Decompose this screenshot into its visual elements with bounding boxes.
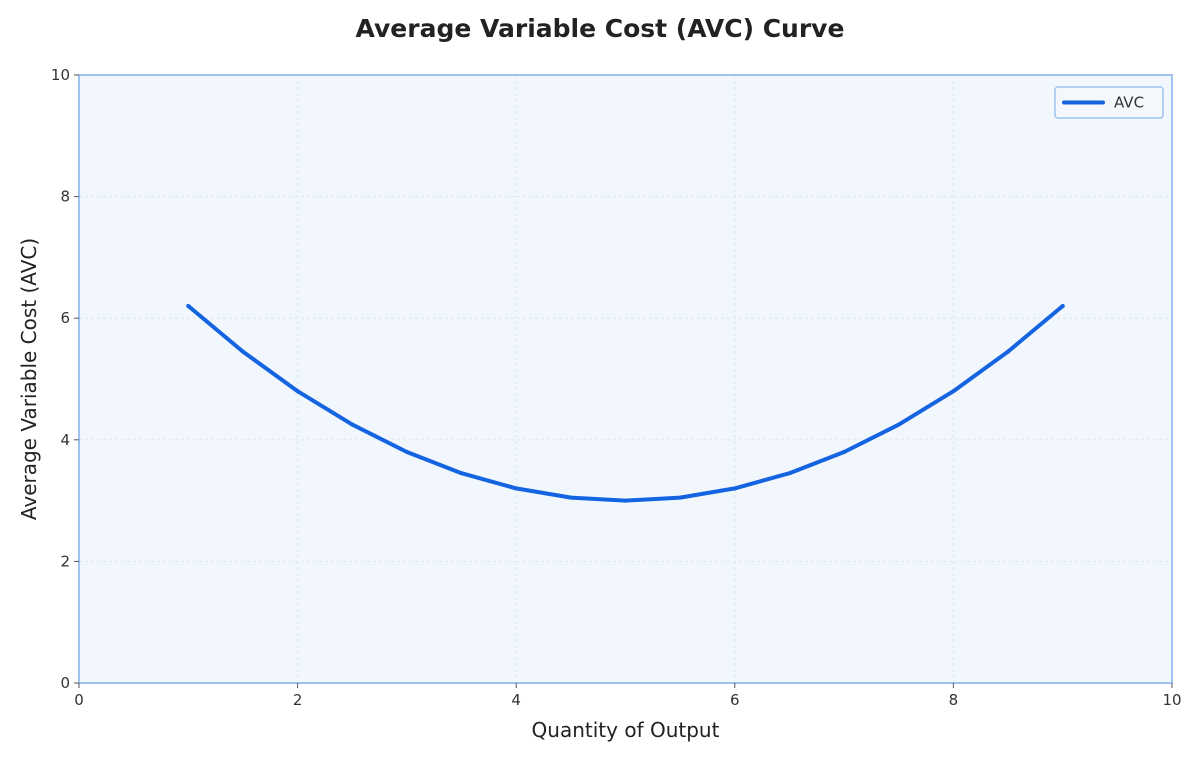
data-point — [514, 486, 519, 491]
data-point — [842, 449, 847, 454]
data-point — [623, 498, 628, 503]
data-point — [186, 304, 191, 309]
data-point — [404, 449, 409, 454]
y-tick-label: 4 — [60, 431, 70, 449]
x-tick-label: 10 — [1162, 691, 1181, 709]
data-point — [568, 495, 573, 500]
legend-box — [1054, 86, 1164, 119]
data-point — [295, 389, 300, 394]
data-point — [678, 495, 683, 500]
data-point — [240, 349, 245, 354]
x-tick-label: 0 — [74, 691, 84, 709]
x-tick-label: 2 — [293, 691, 303, 709]
data-point — [732, 486, 737, 491]
x-tick-label: 4 — [511, 691, 521, 709]
y-tick-label: 10 — [51, 66, 70, 84]
y-tick-label: 6 — [60, 309, 70, 327]
chart-title: Average Variable Cost (AVC) Curve — [355, 14, 845, 43]
legend-label: AVC — [1114, 94, 1144, 112]
y-axis-label: Average Variable Cost (AVC) — [17, 238, 41, 520]
data-point — [896, 422, 901, 427]
data-point — [1060, 304, 1065, 309]
y-tick-label: 2 — [60, 552, 70, 570]
data-point — [1006, 349, 1011, 354]
plot-area — [79, 75, 1172, 683]
y-tick-label: 8 — [60, 188, 70, 206]
data-point — [951, 389, 956, 394]
data-point — [787, 471, 792, 476]
data-point — [350, 422, 355, 427]
y-tick-label: 0 — [60, 674, 70, 692]
plot-border — [78, 74, 1173, 684]
x-tick-label: 6 — [730, 691, 740, 709]
data-point — [459, 471, 464, 476]
x-axis-label: Quantity of Output — [532, 718, 720, 742]
x-tick-label: 8 — [949, 691, 959, 709]
